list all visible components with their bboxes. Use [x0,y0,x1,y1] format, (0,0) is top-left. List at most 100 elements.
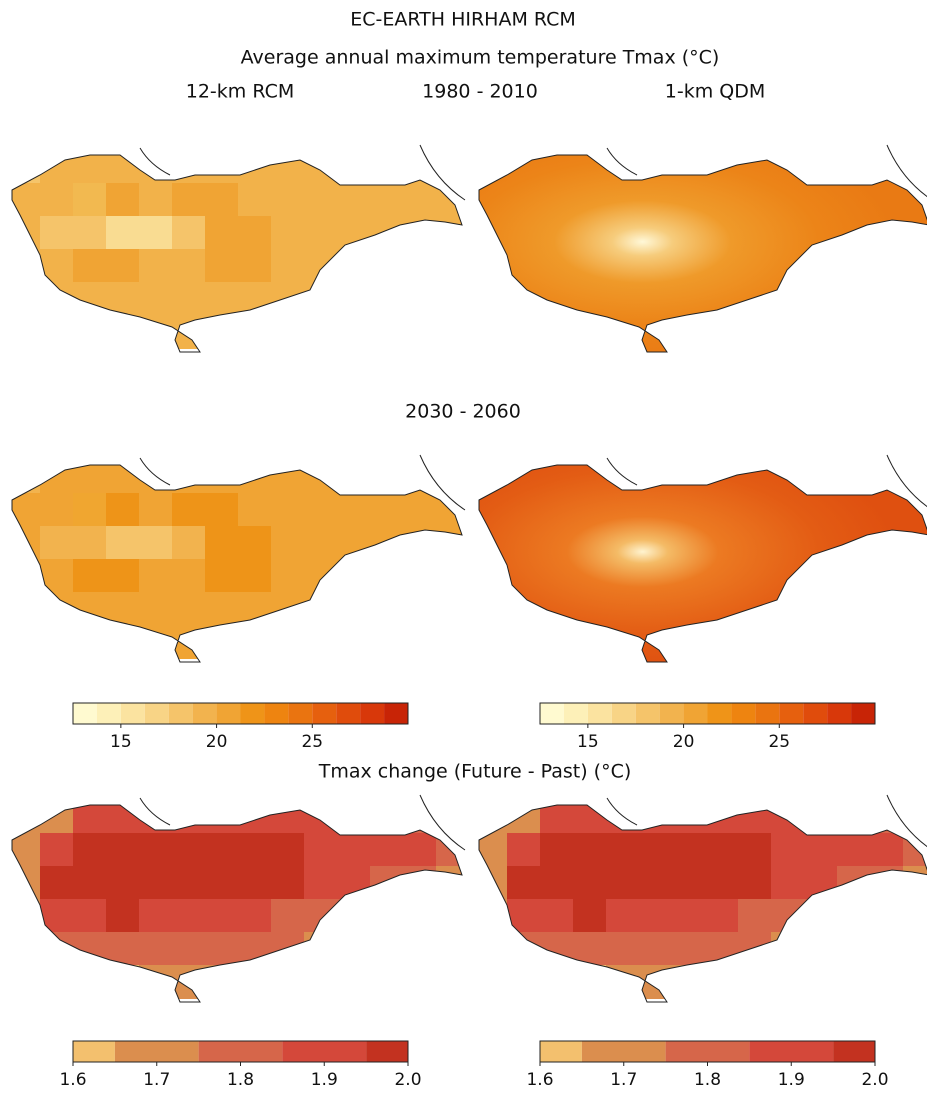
map-cell [370,833,404,867]
map-cell [205,249,239,283]
map-cell [238,965,272,999]
colorbar-tick-label: 25 [301,732,323,752]
map-cell [205,526,239,560]
map-cell [139,216,173,250]
map-cell [205,315,239,349]
map-cell [106,249,140,283]
map-cell [507,800,541,834]
map-cell [139,150,173,184]
map-cell [370,899,404,933]
colorbar-box [708,703,732,724]
map-cell [606,800,640,834]
map-cell [238,833,272,867]
colorbar-box [264,703,288,724]
map-cell [436,249,470,283]
map-cell [106,282,140,316]
map-cell [705,899,739,933]
map-cell [271,315,305,349]
map-cell [205,625,239,659]
map-cell [271,460,305,494]
map-cell [205,559,239,593]
map-cell [73,559,107,593]
map-cell [7,866,41,900]
map-cell [337,216,371,250]
colorbar-box [145,703,169,724]
map-cell [672,866,706,900]
map-cell [271,592,305,626]
map-cell [639,833,673,867]
colorbar-tick-label: 1.6 [526,1070,553,1090]
map-cell [804,899,838,933]
map-cell [304,282,338,316]
map-cell [139,932,173,966]
map-cell [370,460,404,494]
map-cell [606,899,640,933]
map-cell [573,833,607,867]
map-cell [370,282,404,316]
map-cell [436,866,470,900]
map-panel [7,800,470,999]
map-cell [738,965,772,999]
colorbar-tick-label: 2.0 [861,1070,888,1090]
change-title: Tmax change (Future - Past) (°C) [318,761,632,783]
map-cell [7,526,41,560]
colorbar-box [582,1041,666,1062]
map-cell [106,493,140,527]
colorbar-box [73,1041,115,1062]
colorbar-tick-label: 1.9 [778,1070,805,1090]
colorbar-box [684,703,708,724]
map-cell [337,800,371,834]
map-cell [304,899,338,933]
map-cell [474,965,508,999]
map-cell [172,800,206,834]
map-cell [172,526,206,560]
map-cell [271,899,305,933]
map-cell [337,249,371,283]
map-cell [304,460,338,494]
column-label: 1-km QDM [665,81,765,103]
map-cell [337,833,371,867]
map-cell [370,559,404,593]
map-cell [238,526,272,560]
map-cell [771,965,805,999]
map-cell [271,150,305,184]
coastline [607,458,637,485]
map-cell [337,315,371,349]
map-cell [304,183,338,217]
colorbar-tick-label: 20 [673,732,695,752]
map-cell [271,216,305,250]
map-cell [40,899,74,933]
colorbar-tick-label: 20 [206,732,228,752]
map-cell [106,899,140,933]
map-cell [403,592,437,626]
map-cell [903,833,927,867]
map-cell [370,183,404,217]
figure: EC-EARTH HIRHAM RCM Average annual maxim… [0,0,927,1095]
colorbar-tick-label: 1.6 [59,1070,86,1090]
map-cell [139,249,173,283]
map-cell [139,899,173,933]
map-cell [337,282,371,316]
colorbar-box [731,703,755,724]
map-cell [7,460,41,494]
map-cell [304,866,338,900]
map-cell [172,249,206,283]
colorbar-tick-label: 15 [110,732,132,752]
map-cell [205,866,239,900]
map-cell [304,833,338,867]
map-cell [106,216,140,250]
map-cell [139,183,173,217]
map-cell [106,592,140,626]
map-cell [403,625,437,659]
map-cell [139,526,173,560]
map-field [477,145,927,360]
map-cell [139,460,173,494]
colorbar-tick-label: 1.8 [694,1070,721,1090]
map-cell [271,282,305,316]
map-cell [139,493,173,527]
map-cell [903,899,927,933]
map-cell [172,866,206,900]
map-cell [139,315,173,349]
map-cell [7,315,41,349]
map-cell [370,965,404,999]
